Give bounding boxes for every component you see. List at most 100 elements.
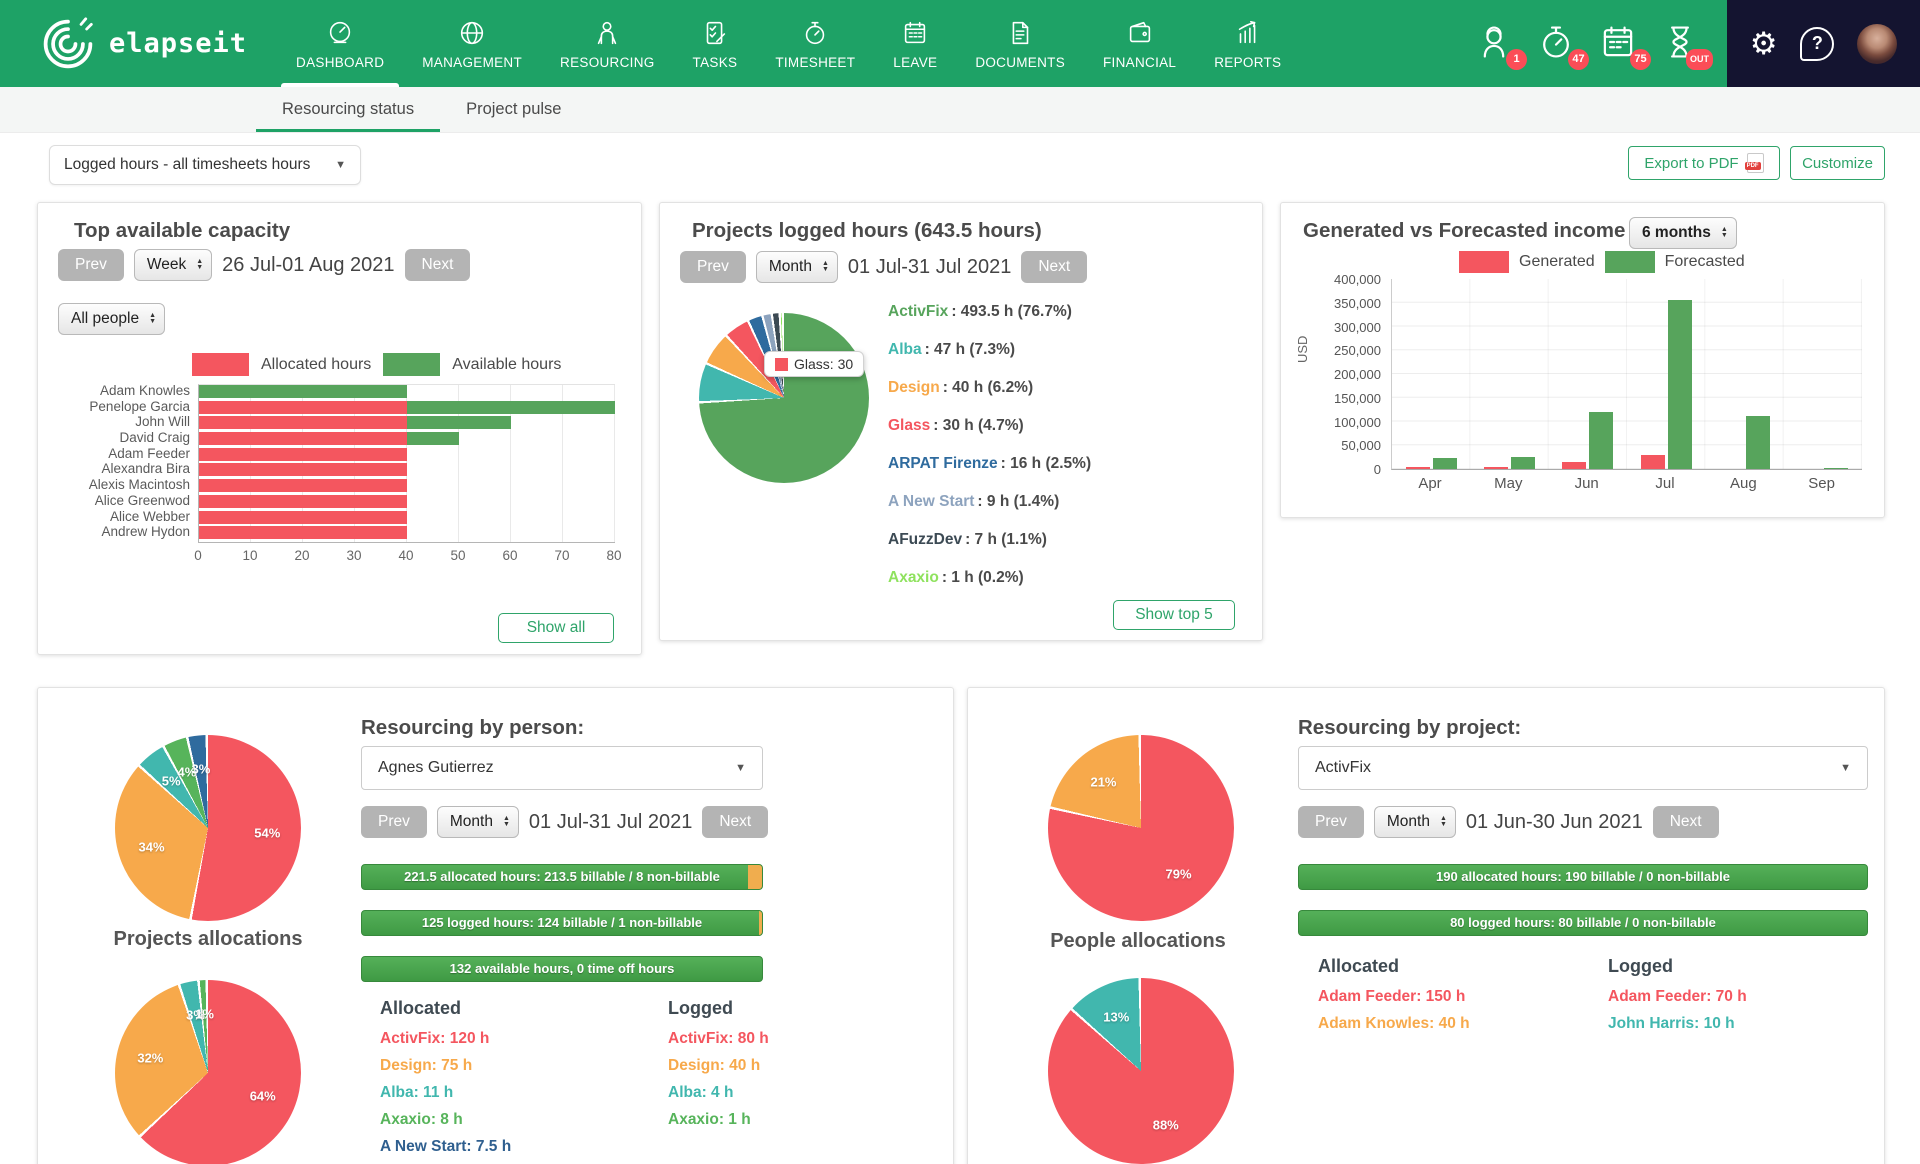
show-top-5-button[interactable]: Show top 5 — [1113, 600, 1235, 630]
person-period-select[interactable]: Month ▲ ▼ — [436, 806, 519, 838]
pie-percent-label: 5% — [161, 773, 181, 789]
month-label: Jun — [1574, 475, 1599, 492]
export-pdf-button[interactable]: Export to PDF — [1628, 146, 1780, 180]
people-filter-select[interactable]: All people ▲ ▼ — [58, 303, 166, 335]
hours-list-item: John Harris: 10 h — [1608, 1015, 1735, 1032]
capacity-row-label: Penelope Garcia — [89, 398, 190, 414]
project-prev-button[interactable]: Prev — [1298, 806, 1364, 838]
nav-item-tasks[interactable]: TASKS — [674, 0, 757, 87]
tab-resourcing-status[interactable]: Resourcing status — [256, 87, 441, 132]
progress-bar-text: 190 allocated hours: 190 billable / 0 no… — [1435, 869, 1731, 884]
project-logged-title: Logged — [1608, 956, 1673, 976]
person-prev-button[interactable]: Prev — [361, 806, 427, 838]
checklist-icon — [700, 18, 730, 48]
nav-item-leave[interactable]: LEAVE — [874, 0, 956, 87]
pie-tooltip: Glass: 30 — [764, 351, 865, 377]
project-next-button[interactable]: Next — [1652, 806, 1719, 838]
pie-percent-label: 79% — [1165, 866, 1192, 882]
nav-item-documents[interactable]: DOCUMENTS — [956, 0, 1084, 87]
pie-legend-row: A New Start: 9 h (1.4%) — [888, 493, 1091, 531]
nav-item-label: TASKS — [692, 54, 738, 70]
nav-item-resourcing[interactable]: RESOURCING — [541, 0, 674, 87]
capacity-bar-segment — [407, 416, 511, 430]
user-avatar[interactable] — [1857, 23, 1898, 64]
brand-name: elapseit — [109, 28, 248, 59]
pie-legend-row: ARPAT Firenze: 16 h (2.5%) — [888, 455, 1091, 493]
capacity-bar-row — [199, 416, 615, 430]
pie-legend-row: Glass: 30 h (4.7%) — [888, 417, 1091, 455]
top-nav: elapseit DASHBOARD MANAGEMENT RESOURCING TA… — [0, 0, 1920, 87]
capacity-bar-segment — [199, 494, 407, 508]
pie-legend-row: AFuzzDev: 7 h (1.1%) — [888, 531, 1091, 569]
income-range-select[interactable]: 6 months ▲ ▼ — [1629, 217, 1737, 249]
show-all-button[interactable]: Show all — [498, 613, 614, 643]
person-allocations-pie[interactable]: 54% 34% 5% 4% 3% — [115, 735, 301, 921]
chevron-down-icon: ▼ — [735, 762, 746, 774]
capacity-prev-button[interactable]: Prev — [58, 249, 124, 281]
brand-logo[interactable]: elapseit — [0, 0, 277, 87]
capacity-next-button[interactable]: Next — [404, 249, 471, 281]
progress-bar-text: 80 logged hours: 80 billable / 0 non-bil… — [1450, 915, 1716, 930]
tab-project-pulse[interactable]: Project pulse — [466, 100, 562, 118]
nav-item-dashboard[interactable]: DASHBOARD — [277, 0, 403, 87]
logged-period-select[interactable]: Month ▲ ▼ — [755, 251, 838, 283]
logged-hours-pie-chart[interactable] — [699, 313, 869, 483]
pie-percent-label: 64% — [249, 1088, 276, 1104]
customize-button[interactable]: Customize — [1790, 146, 1885, 180]
nav-item-label: LEAVE — [893, 54, 938, 70]
select-arrows-icon: ▲ ▼ — [821, 260, 829, 273]
income-y-axis-label: USD — [1295, 335, 1310, 363]
capacity-row-label: David Craig — [119, 430, 190, 446]
nav-item-reports[interactable]: REPORTS — [1195, 0, 1300, 87]
status-hourglass-icon[interactable]: OUT — [1659, 21, 1713, 70]
status-calendar-sheet-icon[interactable]: 75 — [1597, 21, 1651, 70]
status-stopwatch-icon[interactable]: 47 — [1535, 21, 1589, 70]
nav-item-management[interactable]: MANAGEMENT — [403, 0, 541, 87]
project-people-pie[interactable]: 88% 13% — [1048, 978, 1234, 1164]
project-period-select[interactable]: Month ▲ ▼ — [1373, 806, 1456, 838]
nav-item-label: FINANCIAL — [1103, 54, 1177, 70]
status-worker-icon[interactable]: 1 — [1473, 21, 1527, 70]
capacity-row-label: Alexis Macintosh — [88, 477, 190, 493]
hours-progress-bar: 132 available hours, 0 time off hours — [361, 956, 763, 982]
pie-percent-label: 3% — [186, 1007, 205, 1023]
capacity-bar-segment — [199, 510, 407, 524]
pie-percent-label: 1% — [195, 1006, 214, 1022]
select-arrows-icon: ▲ ▼ — [1720, 226, 1728, 239]
help-icon[interactable]: ? — [1800, 26, 1835, 61]
forecasted-bar — [1510, 456, 1535, 469]
pie-percent-label: 54% — [254, 825, 281, 841]
project-select[interactable]: ActivFix ▼ — [1298, 746, 1868, 790]
capacity-legend: Allocated hours Available hours — [192, 353, 561, 376]
capacity-bar-row — [199, 510, 615, 524]
resourcing-by-project-card: 79% 21% People allocations 88% 13% Resourc… — [967, 687, 1885, 1164]
nav-item-label: REPORTS — [1214, 54, 1282, 70]
logged-next-button[interactable]: Next — [1021, 251, 1088, 283]
person-projects-pie[interactable]: 64% 32% 3% 1% — [115, 980, 301, 1164]
pie-legend-row: Alba: 47 h (7.3%) — [888, 341, 1091, 379]
person-next-button[interactable]: Next — [702, 806, 769, 838]
nav-item-financial[interactable]: FINANCIAL — [1084, 0, 1195, 87]
capacity-bar-segment — [199, 526, 407, 540]
capacity-bar-segment — [407, 400, 615, 414]
nav-item-timesheet[interactable]: TIMESHEET — [756, 0, 874, 87]
capacity-period-select[interactable]: Week ▲ ▼ — [133, 249, 213, 281]
hours-list-item: Design: 40 h — [668, 1057, 761, 1074]
capacity-row-label: Adam Knowles — [99, 383, 190, 398]
pie-percent-label: 21% — [1090, 774, 1117, 790]
pie-legend-row: ActivFix: 493.5 h (76.7%) — [888, 303, 1091, 341]
logged-prev-button[interactable]: Prev — [680, 251, 746, 283]
project-allocations-pie[interactable]: 79% 21% — [1048, 735, 1234, 921]
hours-progress-bar: 80 logged hours: 80 billable / 0 non-bil… — [1298, 910, 1868, 936]
progress-bar-text: 221.5 allocated hours: 213.5 billable / … — [404, 869, 720, 884]
legend-project-name: ARPAT Firenze — [888, 455, 998, 472]
hours-filter-select[interactable]: Logged hours - all timesheets hours ▼ — [49, 145, 361, 185]
settings-gear-icon[interactable]: ⚙ — [1749, 26, 1778, 61]
capacity-row-label: Andrew Hydon — [101, 524, 190, 540]
person-select[interactable]: Agnes Gutierrez ▼ — [361, 746, 763, 790]
export-pdf-label: Export to PDF — [1644, 154, 1739, 172]
projects-allocations-label: Projects allocations — [113, 928, 303, 950]
legend-project-name: Axaxio — [888, 569, 939, 586]
capacity-period-value: Week — [146, 256, 187, 273]
month-label: Jul — [1655, 475, 1675, 492]
